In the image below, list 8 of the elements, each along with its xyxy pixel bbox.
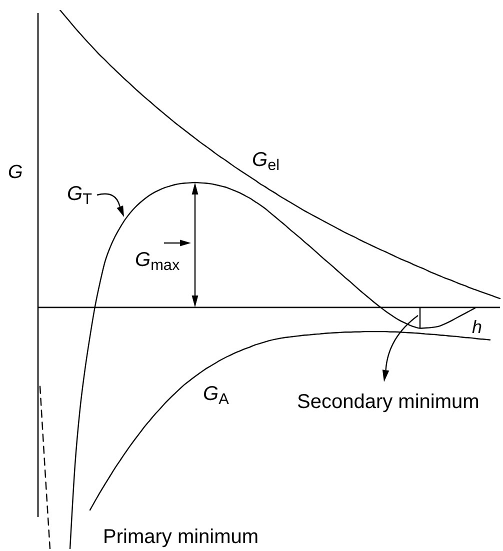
- annotation: Secondary minimum: [297, 391, 480, 413]
- annotation: Primary minimum: [103, 526, 259, 548]
- series-label: G$_{el}$: [252, 149, 280, 174]
- x-axis-title: h: [472, 317, 482, 337]
- annotation: G$_{max}$: [135, 249, 180, 274]
- y-axis-title: G: [8, 162, 23, 183]
- legend-label: G$_{T}$: [67, 183, 93, 208]
- series-label: G$_{A}$: [203, 383, 230, 408]
